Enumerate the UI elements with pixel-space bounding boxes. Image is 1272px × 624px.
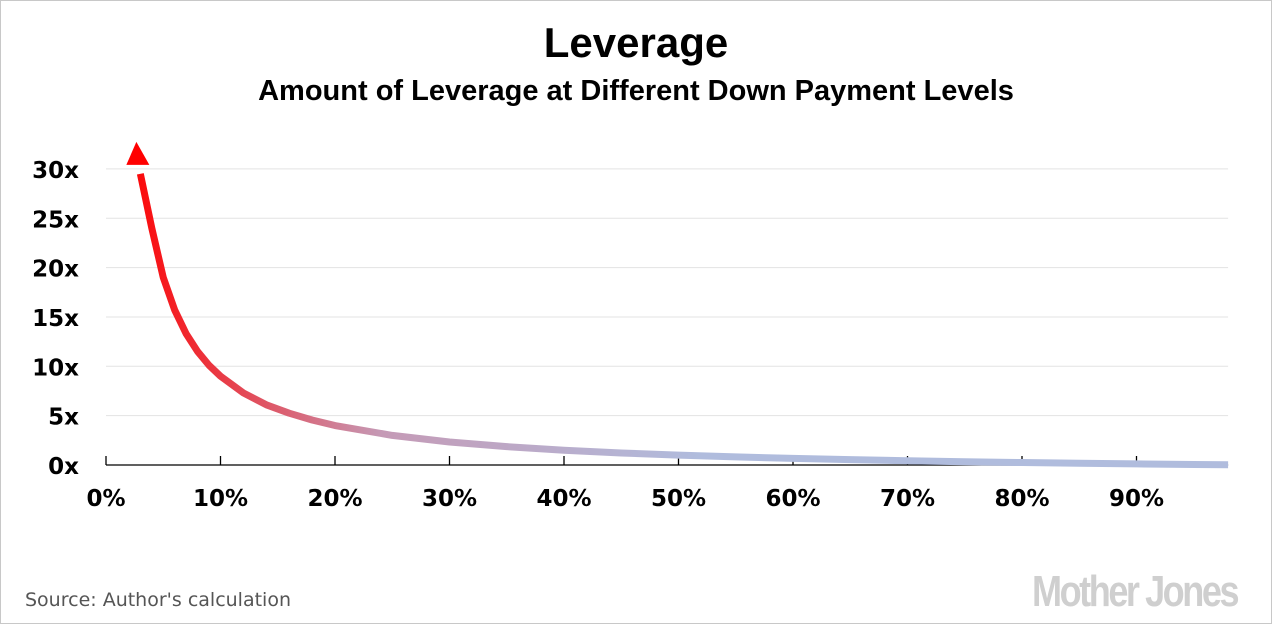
y-tick-label: 5x bbox=[48, 405, 79, 431]
y-tick-label: 20x bbox=[32, 257, 79, 283]
source-note: Source: Author's calculation bbox=[25, 589, 291, 611]
chart-title: Leverage bbox=[543, 19, 729, 66]
y-tick-label: 15x bbox=[32, 306, 79, 332]
x-tick-label: 0% bbox=[86, 486, 125, 512]
x-tick-label: 10% bbox=[193, 486, 248, 512]
y-tick-label: 10x bbox=[32, 355, 79, 381]
mother-jones-logo: Mother Jones bbox=[1031, 567, 1239, 616]
x-tick-label: 60% bbox=[765, 486, 820, 512]
x-tick-label: 30% bbox=[422, 486, 477, 512]
arrow-head-icon bbox=[126, 141, 150, 165]
x-tick-label: 70% bbox=[880, 486, 935, 512]
y-tick-label: 0x bbox=[48, 454, 79, 480]
x-tick-label: 80% bbox=[994, 486, 1049, 512]
x-tick-label: 20% bbox=[307, 486, 362, 512]
x-tick-label: 50% bbox=[651, 486, 706, 512]
chart-subtitle: Amount of Leverage at Different Down Pay… bbox=[258, 75, 1014, 107]
y-tick-label: 25x bbox=[32, 207, 79, 233]
x-tick-label: 90% bbox=[1109, 486, 1164, 512]
x-tick-label: 40% bbox=[536, 486, 591, 512]
y-tick-label: 30x bbox=[32, 158, 79, 184]
leverage-line bbox=[136, 173, 1229, 469]
